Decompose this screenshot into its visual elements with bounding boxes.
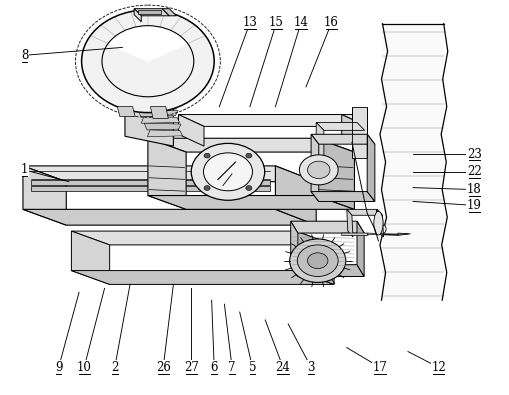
Polygon shape [71, 271, 333, 284]
Circle shape [81, 10, 214, 113]
Text: 13: 13 [242, 17, 257, 29]
Polygon shape [162, 9, 176, 16]
Polygon shape [366, 134, 374, 201]
Circle shape [204, 186, 210, 190]
Polygon shape [23, 209, 316, 225]
Text: 22: 22 [466, 166, 480, 178]
Polygon shape [135, 103, 176, 110]
Circle shape [245, 153, 251, 158]
Text: 14: 14 [293, 17, 308, 29]
Text: 1: 1 [21, 164, 28, 176]
Polygon shape [316, 122, 364, 130]
Polygon shape [295, 231, 333, 284]
Polygon shape [209, 115, 364, 122]
Polygon shape [148, 196, 354, 209]
Polygon shape [290, 221, 363, 233]
Text: 17: 17 [372, 361, 387, 374]
Text: 16: 16 [323, 17, 338, 29]
Text: 23: 23 [466, 148, 481, 160]
Text: 27: 27 [183, 361, 199, 374]
Text: 5: 5 [248, 361, 256, 374]
Polygon shape [31, 186, 270, 191]
Polygon shape [310, 134, 374, 144]
Polygon shape [144, 123, 181, 130]
Polygon shape [351, 107, 366, 158]
Text: 19: 19 [466, 199, 481, 212]
Polygon shape [356, 221, 363, 276]
Polygon shape [316, 122, 323, 166]
Polygon shape [346, 209, 352, 237]
Text: 26: 26 [155, 361, 171, 374]
Polygon shape [137, 10, 160, 14]
Polygon shape [178, 115, 204, 146]
Circle shape [203, 153, 252, 191]
Text: 3: 3 [307, 361, 314, 374]
Text: 9: 9 [55, 361, 62, 374]
Polygon shape [117, 107, 135, 117]
Polygon shape [150, 107, 168, 118]
Polygon shape [23, 166, 316, 182]
Polygon shape [134, 9, 141, 22]
Polygon shape [138, 110, 178, 117]
Polygon shape [31, 180, 270, 185]
Circle shape [191, 143, 264, 200]
Polygon shape [125, 55, 173, 146]
Polygon shape [71, 231, 109, 284]
Ellipse shape [380, 225, 385, 233]
Polygon shape [397, 233, 410, 235]
Text: 6: 6 [210, 361, 217, 374]
Polygon shape [346, 209, 382, 215]
Text: 24: 24 [275, 361, 290, 374]
Polygon shape [178, 115, 366, 126]
Circle shape [245, 186, 251, 190]
Polygon shape [148, 138, 186, 209]
Polygon shape [366, 233, 398, 235]
Polygon shape [23, 166, 66, 225]
Polygon shape [141, 117, 179, 123]
Polygon shape [341, 115, 366, 146]
Circle shape [307, 161, 329, 179]
Ellipse shape [373, 211, 382, 235]
Polygon shape [376, 209, 383, 237]
Polygon shape [310, 134, 318, 201]
Text: 12: 12 [431, 361, 445, 374]
Circle shape [299, 155, 337, 185]
Text: 18: 18 [466, 183, 480, 196]
Polygon shape [382, 24, 443, 300]
Text: 7: 7 [228, 361, 235, 374]
Circle shape [307, 253, 327, 269]
Polygon shape [134, 9, 169, 16]
Polygon shape [310, 192, 374, 201]
Polygon shape [290, 221, 297, 276]
Polygon shape [316, 138, 354, 209]
Polygon shape [275, 166, 316, 225]
Polygon shape [108, 26, 187, 61]
Circle shape [297, 245, 337, 276]
Text: 2: 2 [111, 361, 118, 374]
Text: 8: 8 [21, 49, 28, 62]
Text: 15: 15 [268, 17, 284, 29]
Polygon shape [290, 265, 363, 276]
Polygon shape [126, 83, 172, 90]
Polygon shape [147, 130, 182, 137]
Circle shape [289, 239, 345, 282]
Polygon shape [132, 96, 175, 103]
Polygon shape [341, 233, 367, 235]
Polygon shape [148, 138, 354, 152]
Polygon shape [71, 231, 333, 245]
Polygon shape [129, 90, 173, 96]
Circle shape [204, 153, 210, 158]
Text: 10: 10 [76, 361, 92, 374]
